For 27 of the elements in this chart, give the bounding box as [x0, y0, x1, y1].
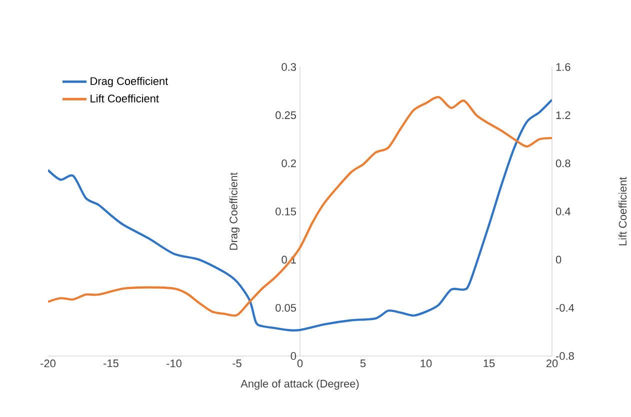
y2-tick-label: 1.6 — [556, 63, 570, 71]
x-tick-label: 10 — [420, 360, 432, 368]
x-tick-label: 0 — [297, 360, 303, 368]
x-tick-label: 15 — [484, 360, 495, 368]
legend-label: Drag Coefficient — [90, 76, 168, 88]
y-axis-title: Drag Coefficient — [229, 172, 240, 250]
y-tick-label: 0.3 — [282, 63, 296, 71]
legend-label: Lift Coefficient — [90, 94, 159, 102]
x-axis-title: Angle of attack (Degree) — [240, 380, 359, 390]
x-tick-label: 5 — [360, 360, 366, 368]
y2-tick-label: -0.8 — [556, 352, 574, 360]
x-tick-label: -5 — [232, 360, 242, 368]
x-tick-label: 20 — [546, 360, 558, 368]
y-tick-label: 0.2 — [282, 159, 296, 168]
y-tick-label: 0.25 — [276, 111, 296, 120]
y-tick-label: 0.05 — [276, 304, 296, 312]
y-tick-label: 0 — [290, 352, 296, 360]
y2-tick-label: -0.4 — [556, 304, 574, 312]
y2-axis-title: Lift Coefficient — [618, 176, 627, 246]
x-tick-label: -10 — [166, 360, 182, 368]
y2-tick-label: 0 — [556, 256, 562, 264]
x-tick-label: -20 — [40, 360, 56, 368]
y2-tick-label: 1.2 — [556, 111, 570, 119]
y2-tick-label: 0.4 — [556, 208, 570, 216]
y2-tick-label: 0.8 — [556, 159, 570, 168]
x-tick-label: -15 — [104, 360, 118, 368]
y-tick-label: 0.15 — [276, 208, 296, 216]
